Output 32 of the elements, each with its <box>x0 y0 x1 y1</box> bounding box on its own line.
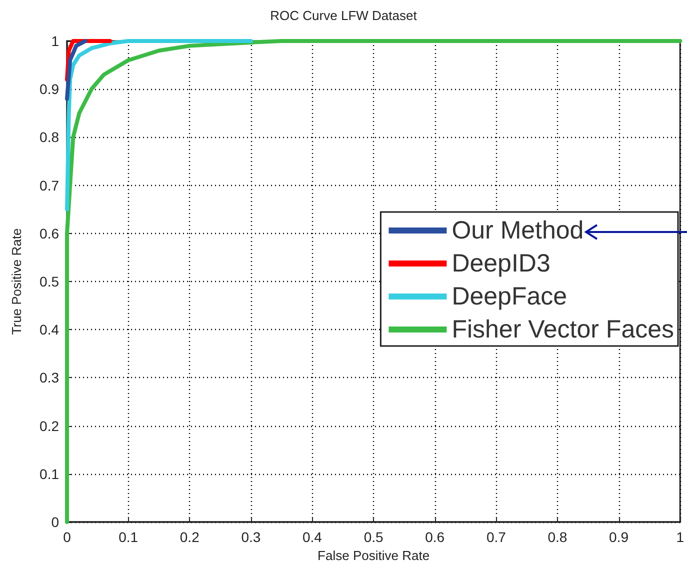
y-tick-label: 0.2 <box>40 418 60 434</box>
y-tick-label: 0.1 <box>40 466 60 482</box>
y-axis-title: True Positive Rate <box>9 228 24 335</box>
x-tick-label: 0.2 <box>180 529 200 545</box>
y-tick-label: 0.9 <box>40 81 60 98</box>
x-tick-label: 0.8 <box>548 529 568 545</box>
x-tick-label: 0.6 <box>425 529 445 545</box>
legend-label: Our Method <box>452 216 584 244</box>
y-tick-label: 0.8 <box>40 129 60 146</box>
y-tick-label: 0.4 <box>40 322 60 338</box>
line-series <box>65 39 682 524</box>
x-tick-label: 0.7 <box>486 529 506 545</box>
x-tick-label: 0.5 <box>364 529 384 545</box>
x-tick-label: 0.4 <box>302 529 322 545</box>
legend-label: DeepFace <box>452 282 568 310</box>
x-tick-label: 1 <box>676 529 684 545</box>
legend-label: Fisher Vector Faces <box>452 316 674 344</box>
y-tick-label: 0.5 <box>40 274 60 290</box>
x-axis-title: False Positive Rate <box>318 548 430 563</box>
line-series <box>65 39 88 101</box>
x-tick-label: 0 <box>63 529 72 545</box>
x-tick-label: 0.9 <box>609 529 629 545</box>
x-tick-label: 0.1 <box>118 529 138 545</box>
y-tick-label: 0 <box>51 514 60 530</box>
legend-label: DeepID3 <box>452 250 550 278</box>
y-tick-label: 0.3 <box>40 370 60 386</box>
line-series <box>65 39 253 212</box>
chart-title: ROC Curve LFW Dataset <box>270 8 418 23</box>
y-tick-label: 0.6 <box>40 225 60 242</box>
y-tick-label: 1 <box>51 33 60 49</box>
y-tick-label: 0.7 <box>40 177 60 194</box>
x-tick-label: 0.3 <box>241 529 261 545</box>
